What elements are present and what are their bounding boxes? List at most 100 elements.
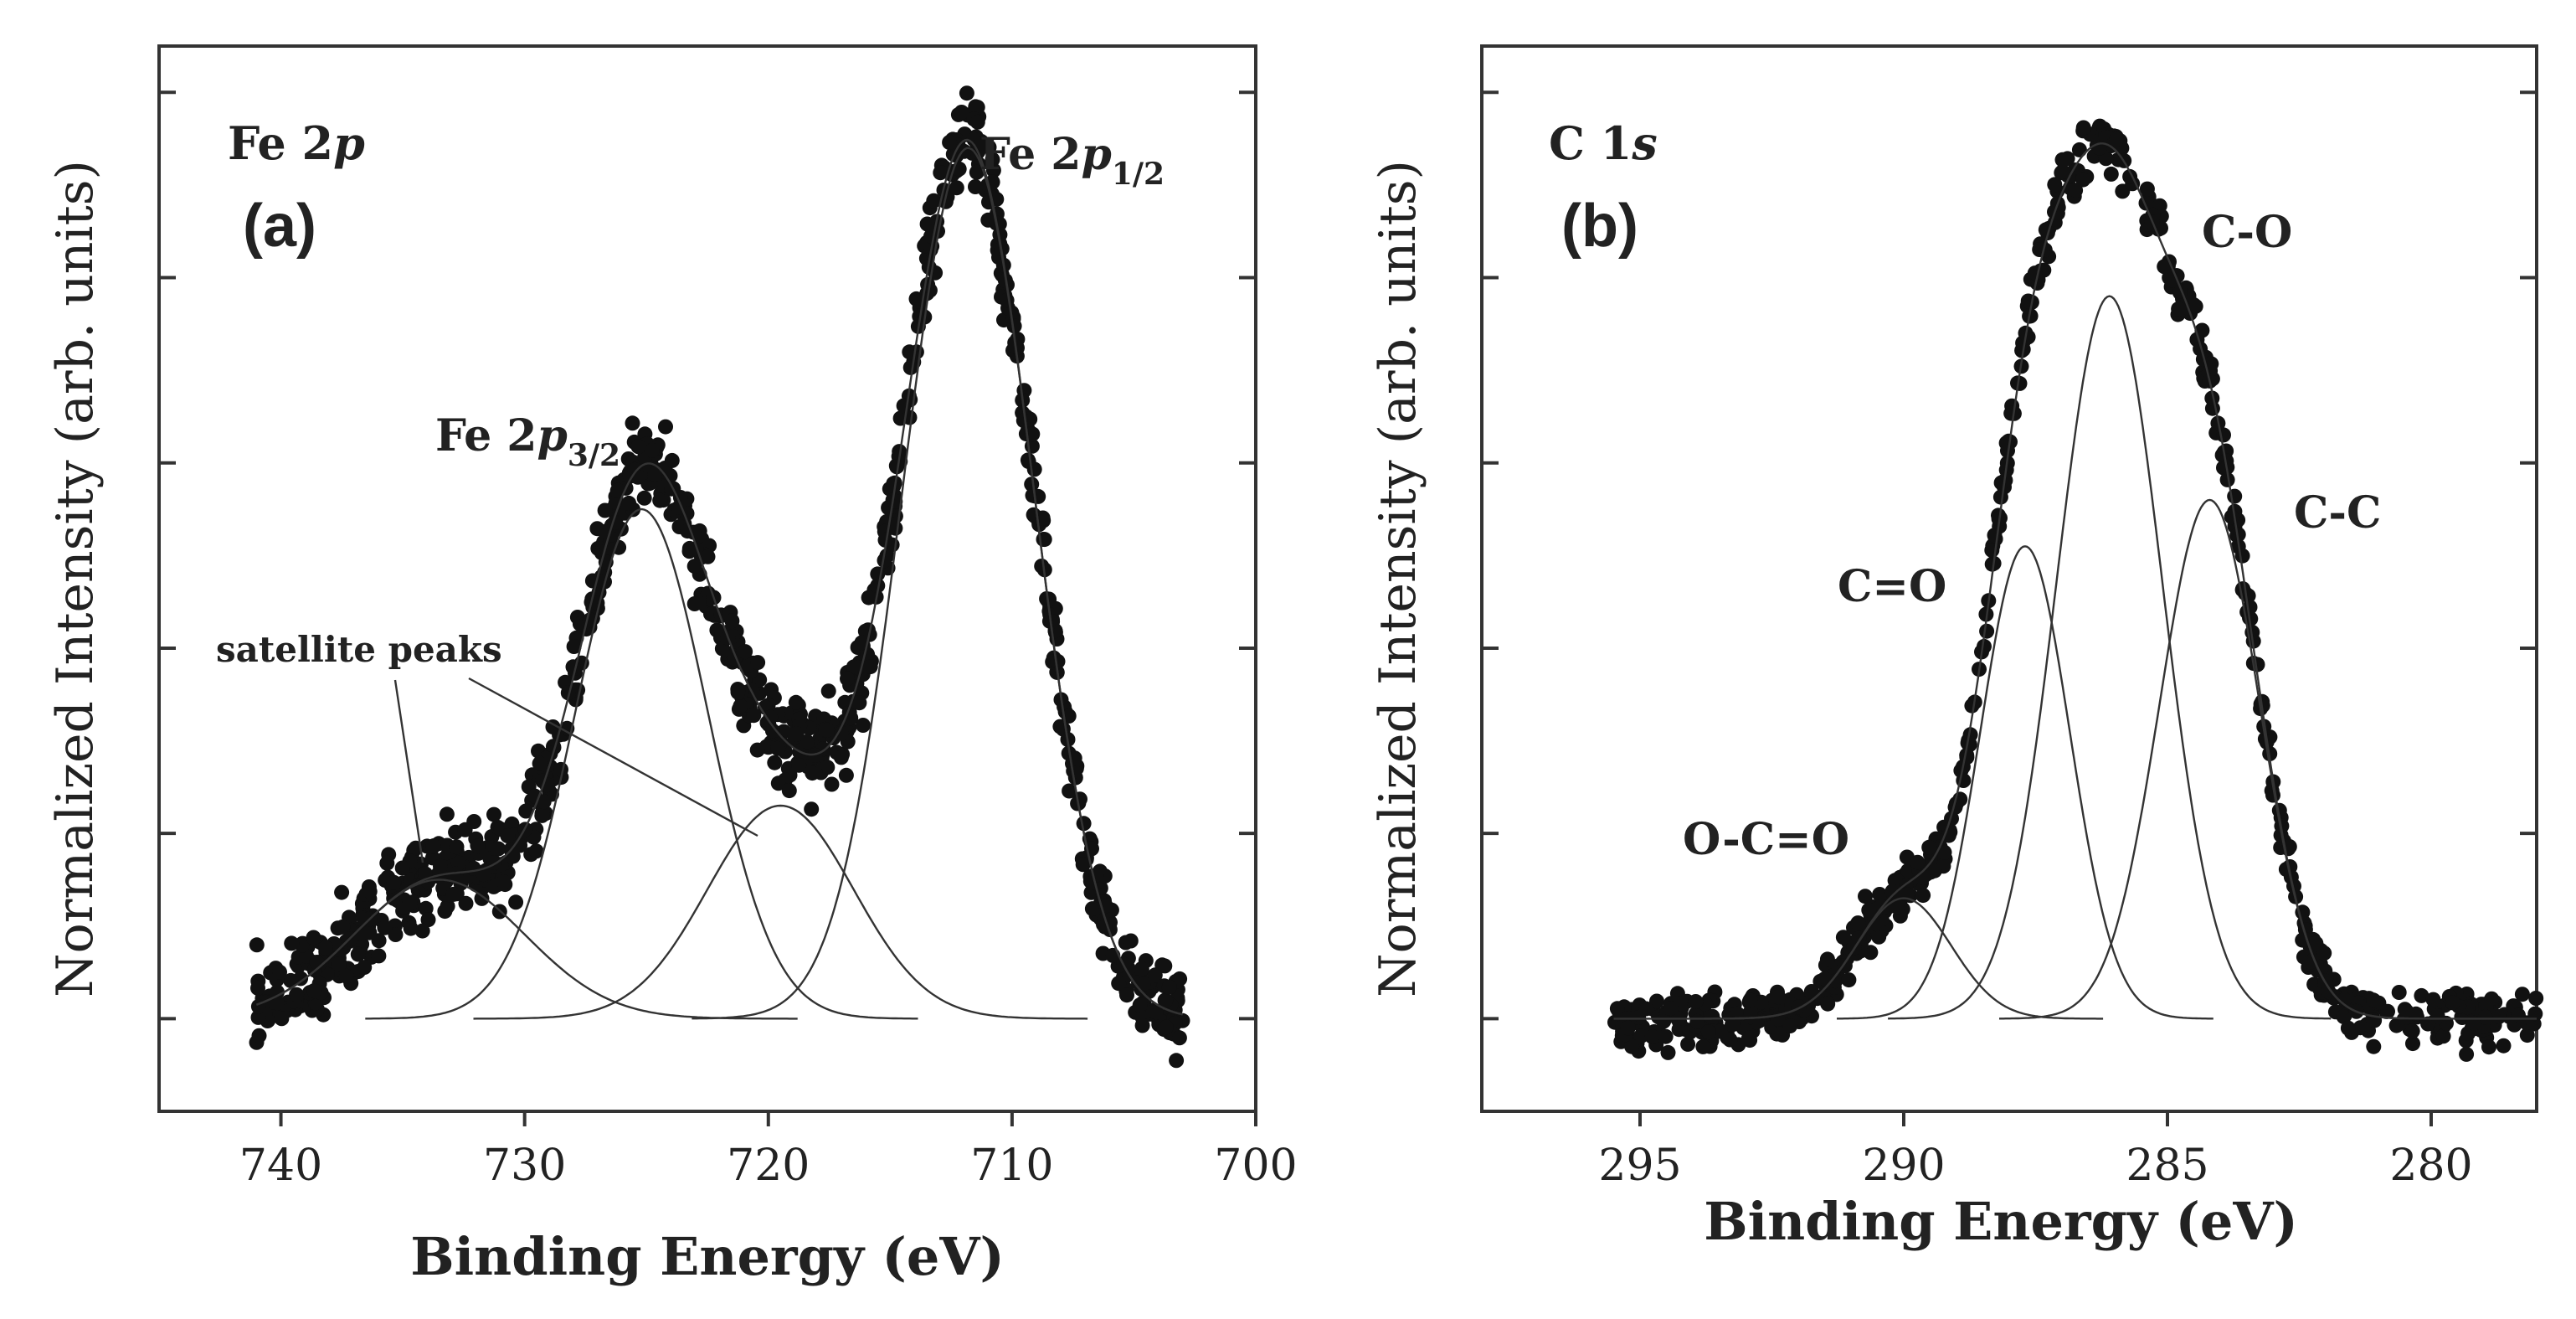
data-point	[1036, 532, 1051, 547]
data-point	[449, 839, 465, 855]
data-point	[2459, 1046, 2475, 1062]
data-point	[474, 890, 490, 906]
data-point	[926, 193, 942, 209]
data-point	[933, 165, 949, 181]
data-point	[902, 359, 918, 375]
data-point	[2234, 548, 2250, 564]
panel-b-x-tick-labels: 295 290 285 280	[1598, 1141, 2472, 1191]
data-point	[2477, 1009, 2493, 1025]
data-point	[1169, 1053, 1185, 1069]
data-point	[922, 282, 938, 298]
data-point	[2388, 1018, 2404, 1033]
data-point	[1984, 556, 2000, 572]
data-point	[730, 684, 746, 700]
data-point	[969, 100, 985, 116]
data-point	[418, 900, 434, 916]
data-point	[270, 995, 285, 1011]
data-point	[1084, 901, 1100, 917]
data-point	[1045, 614, 1061, 630]
data-point	[2054, 164, 2070, 179]
data-point	[1119, 987, 1134, 1003]
data-point	[2391, 985, 2407, 1000]
data-point	[560, 685, 576, 701]
data-point	[1147, 967, 1163, 983]
data-point	[1075, 857, 1091, 873]
fit-component-fe-2p3-2	[365, 508, 918, 1020]
data-point	[1695, 1038, 1711, 1054]
panel-b-label: (b)	[1561, 193, 1638, 260]
data-point	[1722, 1032, 1738, 1048]
data-point	[448, 866, 464, 882]
data-point	[2219, 471, 2235, 487]
data-point	[1035, 510, 1051, 526]
data-point	[2414, 987, 2429, 1003]
data-point	[532, 755, 548, 771]
data-point	[834, 725, 850, 741]
panel-a-plot-frame	[157, 44, 1257, 1113]
data-point	[652, 492, 668, 508]
data-point	[738, 644, 753, 660]
panel-b-x-axis-label: Binding Energy (eV)	[1704, 1191, 2298, 1252]
data-point	[317, 940, 333, 956]
data-point	[445, 886, 461, 902]
panel-a-x-tick-labels: 740 730 720 710 700	[239, 1141, 1298, 1191]
panel-b-c1s: 295 290 285 280 C 1s (b) C-O C-C C=O O-C=O …	[1369, 44, 2544, 1252]
data-point	[1725, 1016, 1741, 1032]
annotation-o-c-double-o: O-C=O	[1683, 814, 1849, 865]
data-point	[1742, 992, 1758, 1008]
data-point	[1020, 452, 1036, 468]
data-point	[357, 960, 373, 976]
x-tick-label: 290	[1862, 1141, 1945, 1191]
data-point	[959, 85, 974, 101]
data-point	[851, 695, 867, 711]
fit-component-satellite-1	[473, 804, 1088, 1020]
data-point	[414, 923, 430, 939]
data-point	[1633, 1028, 1648, 1044]
data-point	[1688, 994, 1704, 1009]
data-point	[338, 968, 354, 984]
data-point	[733, 698, 748, 714]
data-point	[969, 114, 985, 130]
data-point	[2020, 329, 2036, 345]
data-point	[274, 1011, 290, 1027]
data-point	[686, 559, 702, 574]
data-point	[861, 590, 877, 605]
data-point	[2321, 984, 2337, 1000]
data-point	[1134, 1018, 1150, 1033]
data-point	[466, 814, 482, 829]
data-point	[1984, 543, 2000, 558]
panel-a-x-axis-label: Binding Energy (eV)	[410, 1226, 1005, 1287]
data-point	[2224, 509, 2239, 525]
data-point	[283, 972, 299, 988]
data-point	[500, 828, 516, 843]
data-point	[1861, 902, 1877, 918]
annotation-fe2p12: Fe 2p1/2	[979, 129, 1165, 192]
data-point	[658, 419, 673, 435]
data-point	[1158, 992, 1174, 1008]
x-tick-label: 710	[970, 1141, 1053, 1191]
data-point	[534, 807, 550, 823]
data-point	[362, 884, 378, 899]
data-point	[1998, 435, 2014, 451]
data-point	[2435, 1028, 2451, 1044]
data-point	[700, 549, 716, 564]
data-point	[724, 613, 740, 629]
x-tick-label: 720	[727, 1141, 810, 1191]
data-point	[2399, 1004, 2414, 1020]
data-point	[1624, 1038, 1640, 1054]
data-point	[403, 920, 419, 936]
data-point	[1638, 1001, 1653, 1017]
data-point	[805, 765, 820, 781]
data-point	[388, 927, 404, 942]
data-point	[289, 987, 305, 1002]
data-point	[1123, 933, 1139, 949]
data-point	[1024, 477, 1040, 492]
data-point	[2496, 1038, 2512, 1054]
data-point	[2445, 995, 2460, 1011]
data-point	[686, 596, 702, 611]
data-point	[1872, 887, 1888, 902]
data-point	[2235, 581, 2251, 597]
data-point	[2337, 992, 2352, 1007]
data-point	[2139, 181, 2155, 197]
